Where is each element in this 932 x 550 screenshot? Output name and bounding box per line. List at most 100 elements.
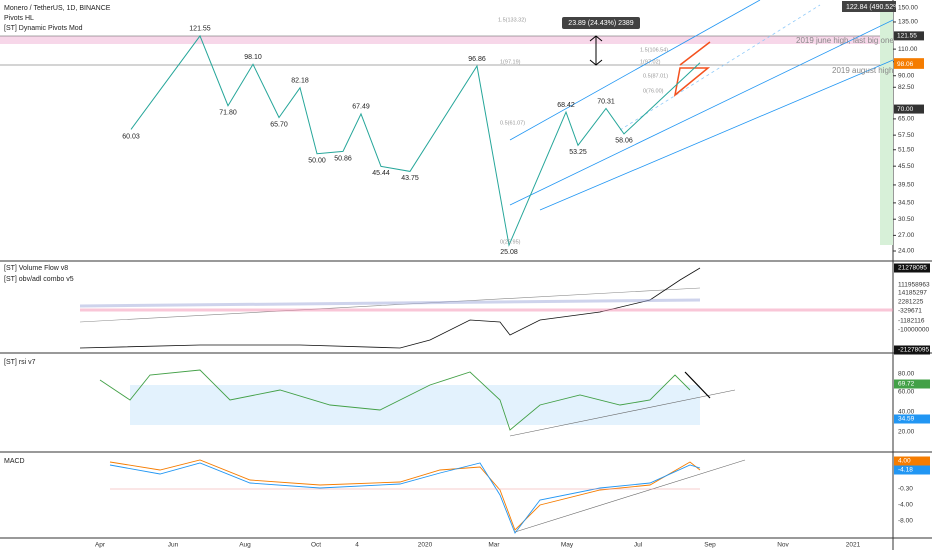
price-label: 70.00	[897, 106, 914, 113]
pivot-label: 25.08	[500, 249, 518, 256]
time-tick: Mar	[488, 542, 500, 549]
panel-tick: -1182116	[898, 318, 925, 325]
macd-line	[109, 462, 701, 534]
pivot-label: 50.00	[308, 158, 326, 165]
panel-tick: 20.00	[898, 429, 915, 436]
pivot-label: 121.55	[189, 26, 211, 33]
june-high-band	[0, 36, 893, 44]
indicator: Pivots HL	[4, 15, 34, 22]
panel-tick: -4.00	[898, 502, 913, 509]
pivot-label: 50.86	[334, 155, 352, 162]
trend-line	[684, 371, 711, 399]
panel-tick: -0.30	[898, 486, 913, 493]
pivot-label: 67.49	[352, 104, 370, 111]
time-tick: 2020	[418, 542, 433, 549]
fib-label: 1.5(133.32)	[498, 17, 526, 23]
time-tick: Sep	[704, 542, 716, 549]
axis-box	[894, 456, 930, 466]
price-tick: 30.50	[898, 216, 915, 223]
top-label-box	[842, 1, 896, 12]
price-label: 98.06	[897, 61, 914, 68]
panel-tick: 60.00	[898, 389, 915, 396]
fib-label: 1(97.02)	[640, 59, 661, 65]
time-tick: Nov	[777, 542, 789, 549]
fib-label: 0(76.00)	[643, 88, 664, 94]
time-tick: 2021	[846, 542, 861, 549]
price-tick: 90.00	[898, 72, 915, 79]
price-tick: 65.00	[898, 116, 915, 123]
axis-box	[894, 465, 930, 475]
panel-tick: 4.00	[898, 458, 911, 465]
price-tick: 27.00	[898, 232, 915, 239]
time-tick: Jul	[634, 542, 643, 549]
top-label: 122.84 (490.52%	[846, 4, 899, 11]
panel-tick: -8.00	[898, 518, 913, 525]
trend-line	[514, 459, 746, 533]
price-tick: 110.00	[898, 46, 918, 53]
channel-line	[509, 0, 761, 141]
pivot-label: 65.70	[270, 121, 288, 128]
price-label-box	[894, 104, 924, 114]
trend-line	[509, 389, 736, 437]
price-tick: 57.50	[898, 132, 915, 139]
fib-label: 1(97.19)	[500, 59, 521, 65]
pivot-label: 82.18	[291, 78, 309, 85]
price-tick: 34.50	[898, 200, 915, 207]
price-tick: 45.50	[898, 163, 915, 170]
annotation: 2019 june high, last big one	[796, 36, 894, 45]
pivot-label: 58.06	[615, 138, 633, 145]
panel-tick: 14185297	[898, 290, 927, 297]
price-tick: 51.50	[898, 146, 915, 153]
price-tick: 39.50	[898, 182, 915, 189]
pivot-label: 98.10	[244, 54, 262, 61]
volume-flow	[79, 298, 701, 308]
time-tick: 4	[355, 542, 359, 549]
axis-box	[894, 414, 930, 424]
price-tick: 150.00	[898, 5, 918, 12]
range-bar	[880, 8, 893, 245]
pivot-label: 53.25	[569, 149, 587, 156]
pivot-label: 45.44	[372, 170, 390, 177]
pivot-label: 96.86	[468, 56, 486, 63]
panel-tick: 21278095	[898, 265, 927, 272]
time-tick: Apr	[95, 542, 106, 549]
panel-tick: 80.00	[898, 371, 915, 378]
pivot-label: 71.80	[219, 110, 237, 117]
panel-tick: -4.18	[898, 467, 913, 474]
panel-title: MACD	[4, 458, 25, 465]
fib-label: 0.5(61.07)	[500, 120, 525, 126]
panel-title: [ST] obv/adl combo v5	[4, 276, 74, 283]
measure-label: 23.89 (24.43%) 2389	[568, 20, 633, 27]
panel-tick: 40.00	[898, 409, 915, 416]
panel-tick: -329671	[898, 308, 922, 315]
pivot-label: 68.42	[557, 102, 575, 109]
panel-tick: 2281225	[898, 299, 924, 306]
pivot-label: 43.75	[401, 175, 419, 182]
annotation: 2019 august high	[832, 66, 893, 75]
panel-tick: -21278095	[898, 347, 929, 354]
fib-label: 0.5(87.01)	[643, 73, 668, 79]
axis-box	[894, 345, 930, 355]
panel-tick: 34.59	[898, 416, 915, 423]
macd-signal	[109, 459, 701, 531]
panel-tick: 111958963	[898, 282, 930, 289]
trend-line	[79, 287, 701, 323]
measure-box	[562, 17, 640, 29]
price-line	[130, 34, 701, 247]
fib-label: 0(25.95)	[500, 239, 521, 245]
price-tick: 135.00	[898, 19, 918, 26]
indicator: [ST] Dynamic Pivots Mod	[4, 25, 83, 32]
time-tick: Jun	[168, 542, 179, 549]
price-label: 121.55	[897, 33, 917, 40]
panel-title: [ST] rsi v7	[4, 359, 36, 366]
pivot-label: 60.03	[122, 133, 140, 140]
pivot-label: 70.31	[597, 98, 615, 105]
price-tick: 82.50	[898, 84, 915, 91]
rsi-line	[99, 369, 691, 431]
time-tick: May	[561, 542, 574, 549]
panel-tick: -10000000	[898, 327, 929, 334]
channel-line	[509, 19, 894, 206]
axis-box	[894, 263, 930, 273]
